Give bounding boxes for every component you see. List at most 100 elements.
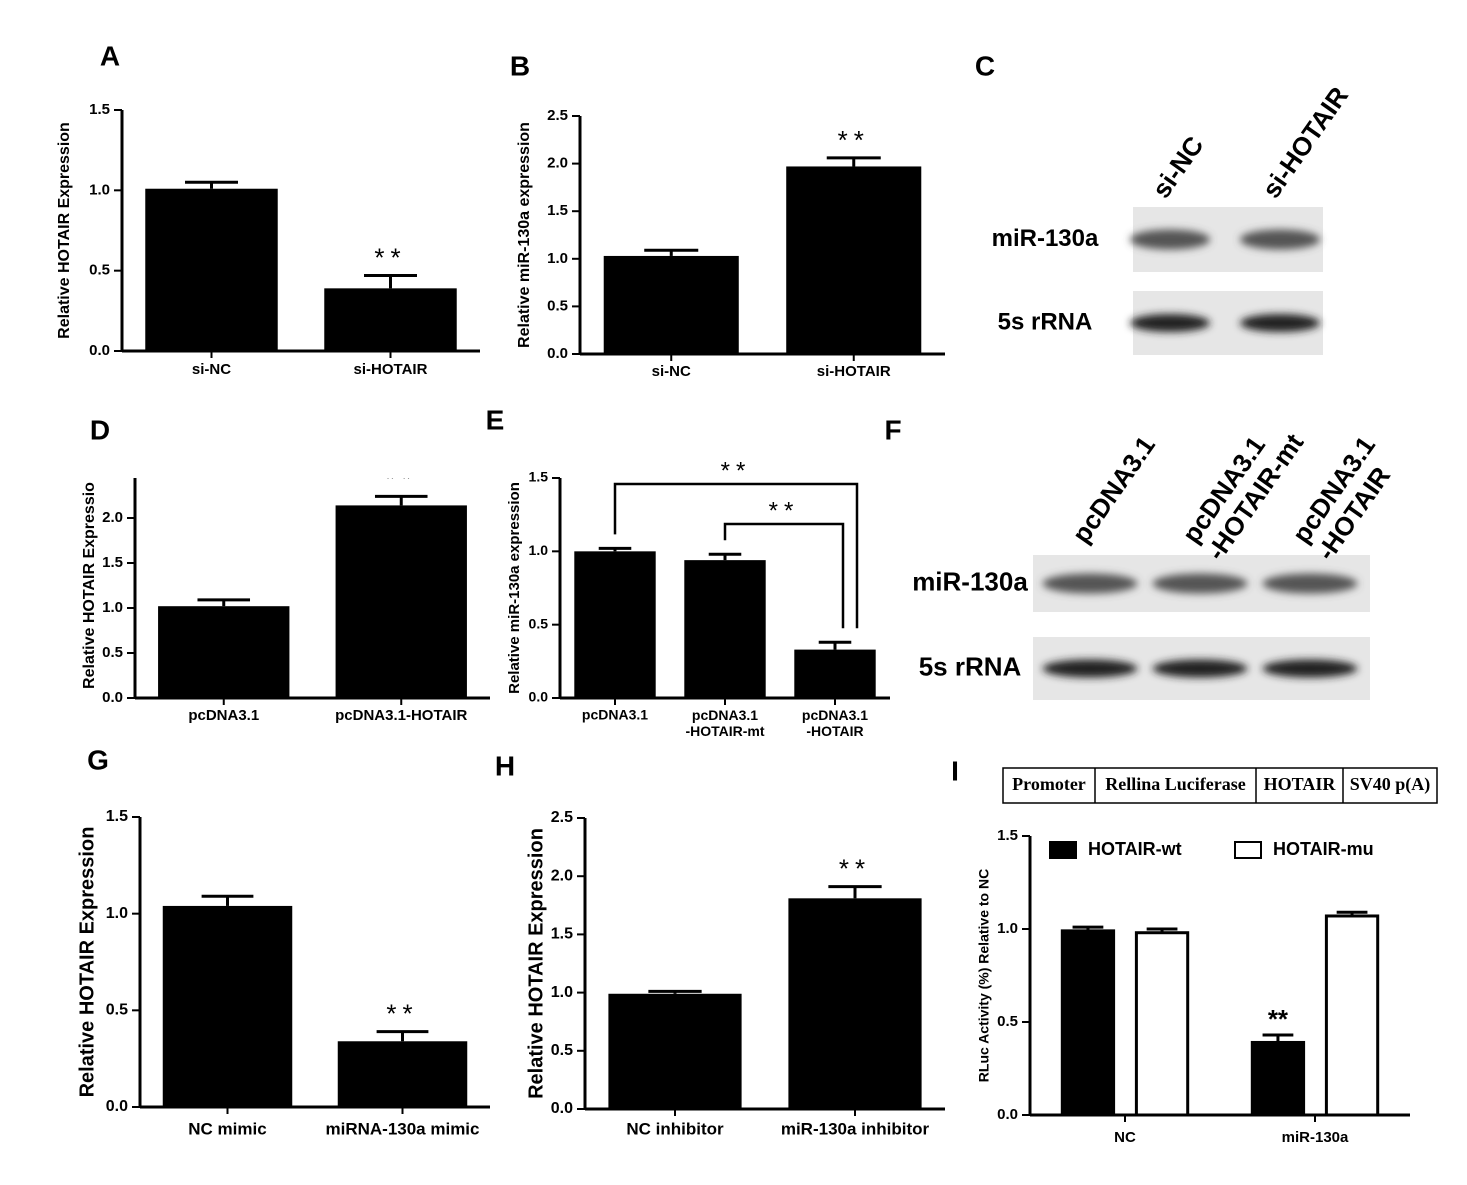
y-tick-label: 0.5	[547, 297, 568, 314]
construct-part: Promoter	[1012, 774, 1086, 794]
y-tick-label: 0.0	[102, 689, 123, 706]
bar	[1250, 1040, 1306, 1117]
y-tick-label: 1.5	[102, 554, 123, 571]
y-tick-label: 2.0	[551, 867, 573, 884]
y-tick-label: 0.0	[551, 1100, 573, 1117]
y-axis-label: Relative HOTAIR Expressio	[81, 482, 98, 689]
blot-lane-label: pcDNA3.1-HOTAIR-mt	[1176, 411, 1309, 566]
y-tick-label: 1.0	[529, 542, 549, 558]
y-tick-label: 0.5	[102, 644, 123, 661]
y-axis-label: Relative miR-130a expression	[516, 122, 533, 348]
significance-label: **	[839, 854, 871, 884]
y-tick-label: 0.0	[529, 689, 549, 705]
x-tick-label: pcDNA3.1	[582, 707, 648, 723]
bar	[145, 188, 278, 351]
significance-label: **	[769, 497, 800, 524]
y-tick-label: 2.0	[102, 509, 123, 526]
plot: Relative miR-130a expression 0.0 0.5 1.0 1.5…	[506, 457, 890, 739]
bar	[794, 649, 876, 698]
blot-lane-label: si-NC	[1146, 130, 1210, 203]
legend-swatch	[1049, 841, 1077, 859]
significance-label: **	[838, 125, 870, 155]
x-tick-label: miRNA-130a mimic	[325, 1119, 479, 1138]
panel: Relative miR-130a expression 0.0 0.5 1.0 1.5…	[486, 404, 890, 739]
y-tick-label: 1.5	[547, 202, 568, 219]
x-tick-label: NC mimic	[188, 1119, 266, 1138]
y-tick-label: 1.5	[106, 808, 128, 825]
x-tick-label: si-NC	[652, 363, 691, 380]
bar	[608, 993, 742, 1109]
blot-band	[1042, 573, 1138, 594]
bar	[162, 905, 293, 1107]
blot-band	[1042, 659, 1138, 678]
blot-lane-label: si-HOTAIR	[1256, 81, 1354, 203]
plot: Relative HOTAIR Expression 0.0 0.5 1.0 1.5 si…	[56, 101, 480, 378]
blot-band	[1130, 314, 1210, 332]
y-tick-label: 1.0	[551, 984, 573, 1001]
bar	[684, 560, 766, 698]
blot-band	[1130, 229, 1210, 250]
legend-label: HOTAIR-mu	[1273, 839, 1374, 859]
panel-letter: A	[100, 40, 120, 71]
y-tick-label: 0.5	[89, 262, 110, 279]
panel: Relative HOTAIR Expression 0.0 0.5 1.0 1.5 si…	[56, 40, 480, 378]
x-tick-label: si-HOTAIR	[354, 361, 428, 378]
x-tick-label: miR-130a	[1282, 1129, 1349, 1146]
y-tick-label: 1.5	[997, 827, 1018, 844]
construct-part: SV40 p(A)	[1350, 774, 1431, 795]
y-tick-label: 1.0	[89, 181, 110, 198]
y-axis-label: Relative HOTAIR Expression	[56, 122, 73, 339]
comparison-bracket	[723, 522, 845, 629]
x-tick-label: si-NC	[192, 361, 231, 378]
bar	[1324, 914, 1380, 1117]
panel-letter: I	[951, 755, 959, 786]
construct-diagram: Promoter Rellina Luciferase HOTAIR SV40 p(A…	[1002, 767, 1438, 804]
y-tick-label: 1.5	[529, 469, 549, 485]
legend-label: HOTAIR-wt	[1088, 839, 1182, 859]
bar	[324, 288, 457, 351]
blot-band	[1152, 573, 1248, 594]
y-tick-label: 0.5	[551, 1042, 573, 1059]
y-tick-label: 0.5	[529, 615, 549, 631]
significance-label: **	[386, 998, 418, 1028]
y-tick-label: 0.0	[997, 1106, 1018, 1123]
significance-label: **	[1268, 1004, 1289, 1034]
x-tick-label: pcDNA3.1-HOTAIR	[802, 707, 868, 739]
y-tick-label: 0.5	[106, 1002, 128, 1019]
y-tick-label: 2.0	[547, 155, 568, 172]
plot: RLuc Activity (%) Relative to NC 0.0 0.5 1.…	[976, 827, 1410, 1146]
panel-letter: D	[90, 414, 110, 445]
panel-letter: E	[486, 404, 505, 435]
y-tick-label: 1.5	[551, 926, 573, 943]
x-tick-label: si-HOTAIR	[817, 363, 891, 380]
x-tick-label: NC inhibitor	[626, 1119, 724, 1138]
bar	[603, 255, 739, 354]
y-tick-label: 0.0	[89, 342, 110, 359]
bar	[1134, 931, 1190, 1117]
blot-band	[1262, 573, 1358, 594]
construct-box	[1002, 767, 1438, 804]
bar	[337, 1041, 468, 1107]
construct-part: HOTAIR	[1264, 774, 1337, 794]
significance-label: **	[385, 463, 417, 493]
panel-letter: B	[510, 50, 530, 81]
blot-row-label: 5s rRNA	[919, 651, 1022, 681]
x-tick-label: pcDNA3.1 -HOTAIR-mt	[685, 707, 764, 739]
significance-label: **	[721, 457, 752, 484]
panel-letter: C	[975, 50, 995, 81]
plot: Relative HOTAIR Expression 0.0 0.5 1.0 1.5 NC…	[76, 808, 490, 1138]
panel: RLuc Activity (%) Relative to NC 0.0 0.5 1.…	[951, 755, 1410, 1146]
panel: Relative HOTAIR Expression 0.0 0.5 1.0 1.5 NC…	[76, 744, 490, 1138]
y-axis-label: RLuc Activity (%) Relative to NC	[976, 869, 992, 1082]
panel-letter: G	[87, 744, 109, 775]
bar	[158, 606, 290, 698]
x-tick-label: pcDNA3.1	[188, 707, 259, 724]
construct-part: Rellina Luciferase	[1105, 774, 1245, 794]
y-axis-label: Relative HOTAIR Expression	[525, 828, 547, 1099]
y-tick-label: 2.5	[547, 107, 568, 124]
